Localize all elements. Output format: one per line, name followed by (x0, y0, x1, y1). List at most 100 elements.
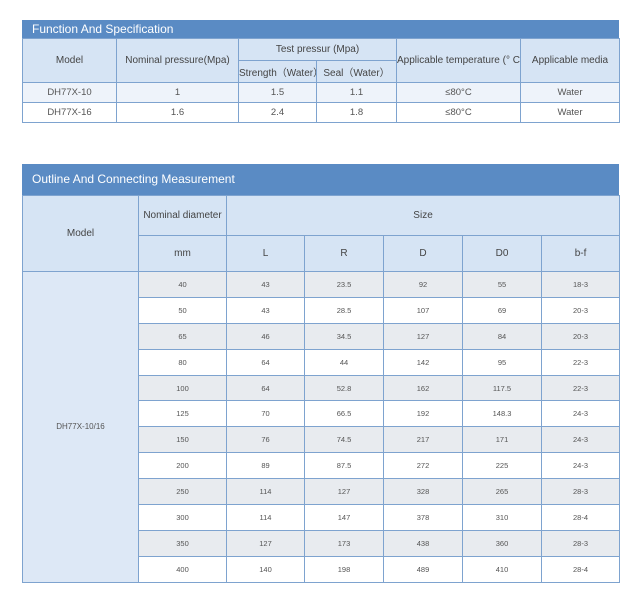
table-row: DH77X-10/16 40 43 23.5 92 55 18-3 (22, 271, 621, 583)
cell-diameter: 200 (138, 452, 227, 480)
header-D: D (383, 235, 463, 272)
table-row: 400 140 198 489 410 28-4 (23, 555, 621, 583)
cell-L: 64 (226, 348, 305, 376)
table-row: 80 64 44 142 95 22-3 (23, 348, 621, 376)
cell-R: 23.5 (304, 271, 384, 298)
table-row: 50 43 28.5 107 69 20-3 (23, 296, 621, 324)
cell-diameter: 125 (138, 400, 227, 428)
cell-bf: 24-3 (540, 452, 621, 480)
header-temperature: Applicable temperature (° C) (396, 38, 522, 83)
cell-D: 272 (383, 452, 463, 480)
cell-diameter: 300 (138, 504, 227, 531)
cell-R: 74.5 (304, 426, 384, 454)
cell-D: 217 (383, 426, 463, 454)
header-nominal-pressure: Nominal pressure(Mpa) (116, 38, 239, 83)
cell-R: 66.5 (304, 400, 384, 428)
table-row: 150 76 74.5 217 171 24-3 (23, 426, 621, 454)
cell-R: 127 (304, 478, 384, 506)
cell-R: 147 (304, 504, 384, 531)
cell-D: 378 (383, 504, 463, 531)
function-spec-table: Model Nominal pressure(Mpa) Test pressur… (22, 38, 621, 123)
header-model: Model (22, 195, 139, 272)
cell-bf: 28-3 (540, 478, 621, 506)
table-row: DH77X-10 1 1.5 1.1 ≤80°C Water (22, 82, 621, 103)
function-spec-panel: Function And Specification Model Nominal… (22, 20, 621, 123)
cell-bf: 20-3 (540, 296, 621, 324)
cell-R: 44 (304, 348, 384, 376)
cell-diameter: 100 (138, 374, 227, 402)
header-bf: b-f (540, 235, 621, 272)
cell-seal: 1.1 (315, 82, 398, 103)
table-row: 65 46 34.5 127 84 20-3 (23, 322, 621, 350)
cell-nominal: 1.6 (116, 102, 239, 123)
cell-bf: 18-3 (540, 271, 621, 298)
header-seal: Seal（Water） (315, 60, 398, 83)
cell-diameter: 150 (138, 426, 227, 454)
header-test-pressure: Test pressur (Mpa) (237, 38, 398, 61)
cell-bf: 28-4 (540, 555, 621, 583)
cell-D: 92 (383, 271, 463, 298)
cell-seal: 1.8 (315, 102, 398, 123)
header-size: Size (225, 195, 621, 236)
cell-R: 87.5 (304, 452, 384, 480)
header-media: Applicable media (520, 38, 621, 83)
header-mm: mm (138, 235, 227, 272)
cell-bf: 24-3 (540, 400, 621, 428)
cell-diameter: 65 (138, 322, 227, 350)
cell-D0: 95 (462, 348, 542, 376)
cell-bf: 24-3 (540, 426, 621, 454)
cell-model: DH77X-10/16 (22, 271, 139, 583)
cell-L: 43 (226, 296, 305, 324)
cell-D0: 360 (462, 529, 542, 557)
cell-diameter: 250 (138, 478, 227, 506)
cell-D: 142 (383, 348, 463, 376)
header-D0: D0 (462, 235, 542, 272)
cell-R: 173 (304, 529, 384, 557)
cell-R: 34.5 (304, 322, 384, 350)
header-nominal-diameter: Nominal diameter (138, 195, 227, 236)
cell-D0: 225 (462, 452, 542, 480)
table-row: DH77X-16 1.6 2.4 1.8 ≤80°C Water (22, 102, 621, 123)
cell-diameter: 80 (138, 348, 227, 376)
table-row: 350 127 173 438 360 28-3 (23, 529, 621, 557)
cell-media: Water (520, 82, 621, 103)
cell-L: 46 (226, 322, 305, 350)
cell-L: 89 (226, 452, 305, 480)
cell-strength: 2.4 (238, 102, 317, 123)
cell-D0: 117.5 (462, 374, 542, 402)
cell-diameter: 350 (138, 529, 227, 557)
cell-diameter: 40 (138, 271, 227, 298)
outline-table: Model Nominal diameter Size mm L R D D0 … (22, 195, 621, 583)
cell-D0: 69 (462, 296, 542, 324)
header-strength: Strength（Water） (238, 60, 317, 83)
header-model: Model (22, 38, 117, 83)
cell-model: DH77X-10 (22, 82, 117, 103)
cell-L: 43 (226, 271, 305, 298)
cell-D0: 84 (462, 322, 542, 350)
cell-temp: ≤80°C (396, 82, 522, 103)
cell-D: 107 (383, 296, 463, 324)
table-row: 125 70 66.5 192 148.3 24-3 (23, 400, 621, 428)
header-L: L (226, 235, 305, 272)
cell-bf: 20-3 (540, 322, 621, 350)
cell-bf: 28-3 (540, 529, 621, 557)
cell-R: 52.8 (304, 374, 384, 402)
cell-D0: 171 (462, 426, 542, 454)
cell-L: 140 (226, 555, 305, 583)
cell-bf: 22-3 (540, 374, 621, 402)
cell-D0: 55 (462, 271, 542, 298)
outline-title: Outline And Connecting Measurement (22, 164, 619, 195)
cell-L: 114 (226, 504, 305, 531)
cell-nominal: 1 (116, 82, 239, 103)
cell-temp: ≤80°C (396, 102, 522, 123)
cell-L: 70 (226, 400, 305, 428)
cell-D0: 148.3 (462, 400, 542, 428)
cell-L: 127 (226, 529, 305, 557)
header-R: R (304, 235, 384, 272)
cell-strength: 1.5 (238, 82, 317, 103)
cell-bf: 28-4 (540, 504, 621, 531)
cell-R: 28.5 (304, 296, 384, 324)
cell-D0: 410 (462, 555, 542, 583)
cell-D0: 310 (462, 504, 542, 531)
cell-D: 127 (383, 322, 463, 350)
